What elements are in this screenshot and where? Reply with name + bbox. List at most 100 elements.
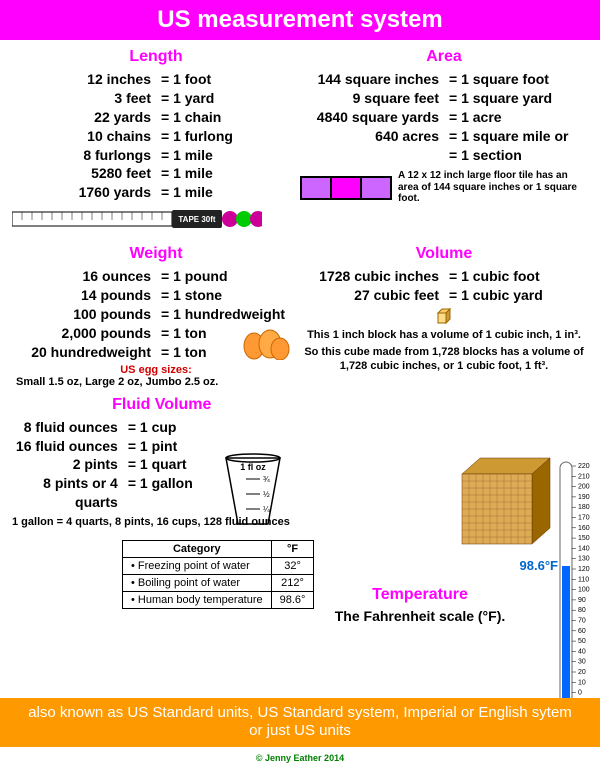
page-title: US measurement system [0,0,600,40]
conversion-row: 3 feet= 1 yard [12,89,300,108]
area-rows: 144 square inches= 1 square foot9 square… [300,70,588,164]
conv-left: 640 acres [300,127,444,146]
th-category: Category [123,541,272,558]
tape-icon: TAPE 30ft [12,208,262,230]
conv-right: = 1 stone [156,286,300,305]
temp-table: Category°F • Freezing point of water32° … [122,540,314,609]
body-temp-label: 98.6°F [520,558,558,573]
svg-text:¾: ¾ [263,475,270,484]
temp-subtitle: The Fahrenheit scale (°F). [305,608,535,624]
svg-text:20: 20 [578,669,586,676]
th-f: °F [271,541,314,558]
conversion-row: 16 ounces= 1 pound [12,267,300,286]
length-section: Length 12 inches= 1 foot3 feet= 1 yard22… [12,48,300,235]
conversion-row: 1728 cubic inches= 1 cubic foot [300,267,588,286]
length-title: Length [12,48,300,66]
svg-text:200: 200 [578,484,590,491]
conv-right: = 1 furlong [156,127,300,146]
weight-section: Weight 16 ounces= 1 pound14 pounds= 1 st… [12,245,300,387]
table-row: • Human body temperature [123,592,272,609]
conversion-row: 144 square inches= 1 square foot [300,70,588,89]
conversion-row: 4840 square yards= 1 acre [300,108,588,127]
svg-text:190: 190 [578,494,590,501]
area-section: Area 144 square inches= 1 square foot9 s… [300,48,588,235]
conv-left: 10 chains [12,127,156,146]
area-title: Area [300,48,588,66]
length-rows: 12 inches= 1 foot3 feet= 1 yard22 yards=… [12,70,300,202]
conversion-row: 8 furlongs= 1 mile [12,146,300,165]
svg-text:160: 160 [578,525,590,532]
conversion-row: 22 yards= 1 chain [12,108,300,127]
svg-text:40: 40 [578,648,586,655]
conv-right: = 1 cubic foot [444,267,588,286]
tile-text: A 12 x 12 inch large floor tile has an a… [398,170,588,205]
conv-right: = 1 square mile or [444,127,588,146]
conv-right: = 1 cubic yard [444,286,588,305]
conversion-row: 10 chains= 1 furlong [12,127,300,146]
table-row: • Boiling point of water [123,575,272,592]
conv-left: 27 cubic feet [300,286,444,305]
volume-section: Volume 1728 cubic inches= 1 cubic foot27… [300,245,588,387]
temp-title: Temperature [305,586,535,604]
small-cube-icon [434,307,454,327]
svg-text:TAPE 30ft: TAPE 30ft [178,215,216,224]
volume-text1: This 1 inch block has a volume of 1 cubi… [300,329,588,343]
conv-left [300,146,444,165]
conversion-row: 9 square feet= 1 square yard [300,89,588,108]
svg-text:120: 120 [578,566,590,573]
volume-text2: So this cube made from 1,728 blocks has … [300,346,588,374]
conv-left: 12 inches [12,70,156,89]
copyright: © Jenny Eather 2014 [0,753,600,763]
cubes-icon [442,454,552,559]
conv-right: = 1 pound [156,267,300,286]
svg-text:180: 180 [578,504,590,511]
conv-left: 8 fluid ounces [12,418,123,437]
svg-text:60: 60 [578,628,586,635]
volume-title: Volume [300,245,588,263]
tile [361,177,391,199]
eggs-icon [240,324,290,360]
svg-text:100: 100 [578,587,590,594]
svg-text:50: 50 [578,638,586,645]
conv-left: 8 furlongs [12,146,156,165]
svg-text:½: ½ [263,490,270,499]
conv-left: 16 ounces [12,267,156,286]
conv-left: 22 yards [12,108,156,127]
conversion-row: 14 pounds= 1 stone [12,286,300,305]
svg-text:1 fl oz: 1 fl oz [240,462,266,472]
svg-text:210: 210 [578,473,590,480]
conv-left: 144 square inches [300,70,444,89]
conv-right: = 1 cup [123,418,234,437]
conv-right: = 1 square foot [444,70,588,89]
conv-right: = 1 hundredweight [156,305,300,324]
conv-left: 14 pounds [12,286,156,305]
tile-row: A 12 x 12 inch large floor tile has an a… [300,170,588,205]
conv-left: 2,000 pounds [12,324,156,343]
conv-right: = 1 section [444,146,588,165]
conversion-row: 5280 feet= 1 mile [12,164,300,183]
conv-left: 1760 yards [12,183,156,202]
svg-text:110: 110 [578,576,589,583]
conv-left: 16 fluid ounces [12,437,123,456]
conversion-row: 12 inches= 1 foot [12,70,300,89]
conv-left: 3 feet [12,89,156,108]
beaker-icon: 1 fl oz ¾ ½ ¼ [218,452,288,532]
conv-right: = 1 mile [156,164,300,183]
egg-sizes: Small 1.5 oz, Large 2 oz, Jumbo 2.5 oz. [12,376,300,388]
table-row: • Freezing point of water [123,558,272,575]
conversion-row: 2 pints= 1 quart [12,455,234,474]
svg-text:70: 70 [578,618,586,625]
conv-right: = 1 foot [156,70,300,89]
conversion-row: 640 acres= 1 square mile or [300,127,588,146]
tile [331,177,361,199]
conv-right: = 1 yard [156,89,300,108]
svg-text:90: 90 [578,597,586,604]
svg-text:170: 170 [578,515,590,522]
conv-right: = 1 mile [156,146,300,165]
svg-text:150: 150 [578,535,590,542]
tile [301,177,331,199]
conv-left: 4840 square yards [300,108,444,127]
svg-text:10: 10 [578,679,586,686]
conversion-row: 27 cubic feet= 1 cubic yard [300,286,588,305]
svg-text:130: 130 [578,556,590,563]
